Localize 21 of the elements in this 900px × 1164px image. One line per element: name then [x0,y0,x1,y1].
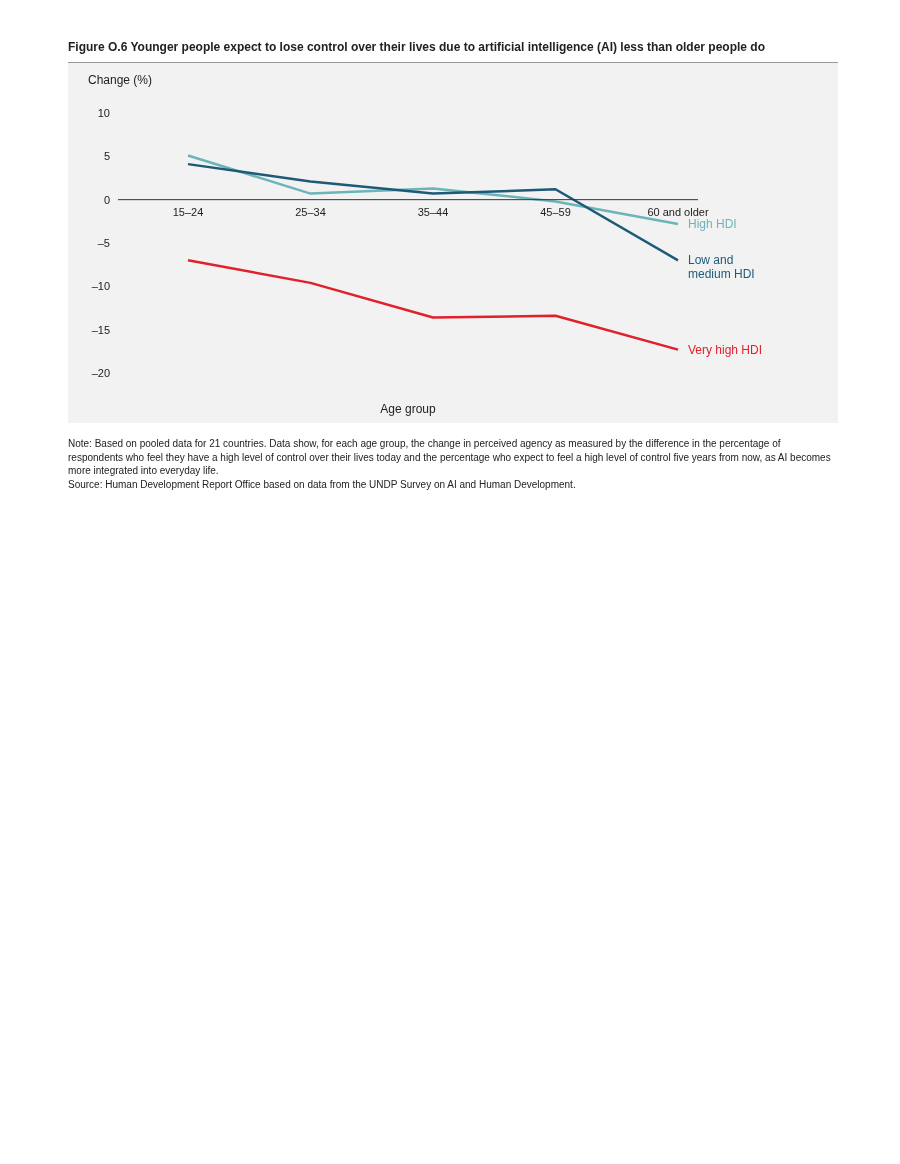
y-axis-title: Change (%) [88,73,153,87]
y-tick-label: –5 [97,236,110,249]
y-tick-label: 0 [103,193,110,206]
series-label: High HDI [688,216,737,231]
x-tick-label: 15–24 [172,205,204,218]
x-tick-label: 35–44 [417,205,449,218]
series-label: Low and medium HDI [688,253,755,282]
y-tick-label: 5 [103,150,110,163]
text: Note: Based on pooled data for 21 countries. Data show, for each age group, the change in perceived agency as measured by the difference in the percentage of respondents who feel they have a high level of control over their lives today and the percentage who expect to feel a high level of control five years from now, as AI becomes more integrated into everyday life. [68,437,832,478]
line-series [186,259,680,351]
x-tick-label: 25–34 [295,205,326,218]
chart-title: Figure O.6 Younger people expect to lose control over their lives due to artificial intelligence (AI) less than older people do [68,40,767,54]
x-axis-title: Age group [380,402,437,416]
series-label: Very high HDI [688,342,763,357]
y-tick-label: –20 [91,366,110,379]
x-tick-label: 45–59 [540,205,571,218]
source-note: Source: Human Development Report Office based on data from the UNDP Survey on AI and Human Development. [68,477,577,491]
y-tick-label: 10 [97,106,110,119]
y-tick-label: –10 [91,280,110,293]
x-tick-label: 60 and older [647,205,709,218]
y-tick-label: –15 [91,323,110,336]
